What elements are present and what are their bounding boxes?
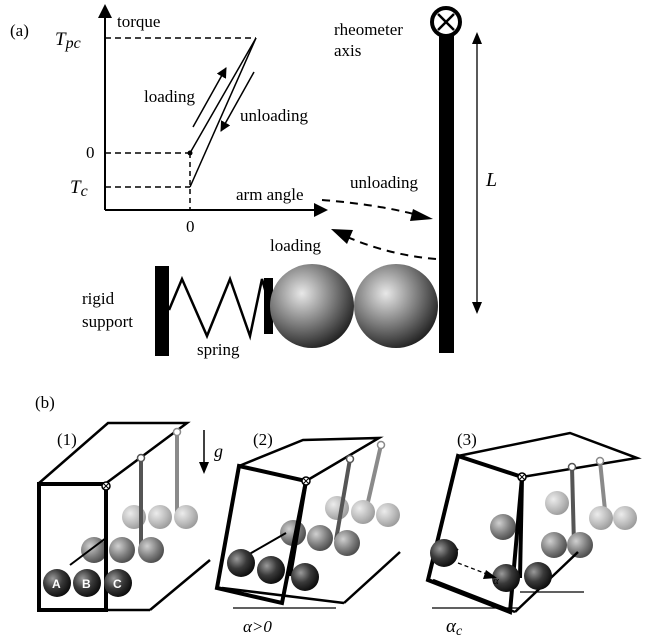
x-axis-label: arm angle xyxy=(236,185,304,204)
tpc-label: Tpc xyxy=(55,29,81,52)
loading-arrow xyxy=(192,67,227,128)
sub2-label: (2) xyxy=(253,430,273,449)
tc-label: Tc xyxy=(70,177,88,200)
subfigure-3: (3) α αc xyxy=(425,430,642,635)
alpha-positive-label: α>0 xyxy=(243,617,272,635)
x-axis-arrow xyxy=(314,203,328,217)
ball-c-label: C xyxy=(113,577,122,591)
rheometer-label-line1: rheometer xyxy=(334,20,403,39)
subfigure-1: (1) g A B C xyxy=(37,421,223,612)
front-frame-2 xyxy=(214,463,309,606)
unloading-arrow xyxy=(220,71,255,132)
sub1-label: (1) xyxy=(57,430,77,449)
spring-plate xyxy=(264,278,273,334)
rigid-support xyxy=(155,266,169,356)
big-ball-left xyxy=(270,264,354,348)
front-frame-3 xyxy=(425,453,525,615)
sub3-label: (3) xyxy=(457,430,477,449)
apparatus-loading-label: loading xyxy=(270,236,321,255)
y-axis-label: torque xyxy=(117,12,160,31)
spring-label: spring xyxy=(197,340,240,359)
rigid-label-line1: rigid xyxy=(82,289,115,308)
unloading-dashed-arrow xyxy=(321,199,429,219)
torque-graph: torque arm angle Tpc 0 Tc 0 loading unlo… xyxy=(55,4,328,236)
loading-line xyxy=(189,37,257,154)
rheometer-label-line2: axis xyxy=(334,41,361,60)
loading-dashed-arrow xyxy=(344,235,437,260)
big-ball-right xyxy=(354,264,438,348)
loading-label: loading xyxy=(144,87,195,106)
panel-a-label: (a) xyxy=(10,21,29,40)
panel-b-label: (b) xyxy=(35,393,55,412)
ball-a xyxy=(43,569,71,597)
length-label: L xyxy=(485,169,497,191)
apparatus-unloading-label: unloading xyxy=(350,173,418,192)
spring xyxy=(167,275,270,341)
rheometer-arm xyxy=(439,35,454,353)
ball-c xyxy=(104,569,132,597)
y-axis-arrow xyxy=(98,4,112,18)
ball-a-label: A xyxy=(52,577,61,591)
subfigure-2: (2) α>0 xyxy=(214,430,401,635)
origin-point xyxy=(187,150,193,156)
ball-b xyxy=(73,569,101,597)
unloading-line xyxy=(189,37,257,188)
zero-y-label: 0 xyxy=(86,143,95,162)
ball-b-label: B xyxy=(82,577,91,591)
zero-x-label: 0 xyxy=(186,217,195,236)
apparatus: rheometer axis L unloading loading rigid… xyxy=(82,6,497,359)
gravity-label: g xyxy=(214,441,223,461)
alpha-small-label: α xyxy=(493,575,499,587)
alpha-c-label: αc xyxy=(446,616,463,635)
rigid-label-line2: support xyxy=(82,312,133,331)
unloading-label: unloading xyxy=(240,106,308,125)
